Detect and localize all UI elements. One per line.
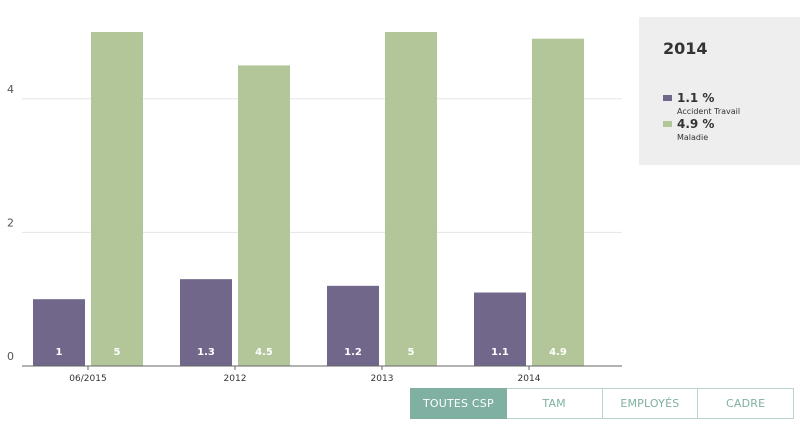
filter-toutes-csp-button[interactable]: TOUTES CSP xyxy=(410,388,507,419)
bar-series-2[interactable] xyxy=(238,65,290,367)
bar-value-label: 1.1 xyxy=(491,347,509,358)
legend-value: 1.1 % xyxy=(677,91,715,105)
y-tick-label: 4 xyxy=(7,83,14,96)
bar-value-label: 1.3 xyxy=(197,347,215,358)
legend-title: 2014 xyxy=(663,39,708,58)
x-tick-label: 2012 xyxy=(224,374,247,384)
bar-chart: 0 2 4 1 5 06/2015 1.3 4.5 2012 1.2 5 2013 1.1 4.9 201… xyxy=(7,32,622,384)
bar-series-2[interactable] xyxy=(91,32,143,366)
filter-tam-button[interactable]: TAM xyxy=(506,388,603,419)
y-tick-label: 2 xyxy=(7,216,14,229)
bar-series-2[interactable] xyxy=(385,32,437,366)
x-tick-label: 2014 xyxy=(518,374,541,384)
bar-series-1[interactable] xyxy=(474,292,526,366)
legend-swatch xyxy=(663,95,672,101)
bar-series-2[interactable] xyxy=(532,38,584,367)
bar-series-1[interactable] xyxy=(180,279,232,366)
legend-value: 4.9 % xyxy=(677,117,715,131)
csp-filter-bar: TOUTES CSP TAM EMPLOYÉS CADRE xyxy=(410,388,794,419)
bar-series-1[interactable] xyxy=(327,285,379,366)
bar-value-label: 4.9 xyxy=(549,347,567,358)
bar-value-label: 1.2 xyxy=(344,347,362,358)
legend-name: Accident Travail xyxy=(677,107,741,116)
filter-employes-button[interactable]: EMPLOYÉS xyxy=(602,388,699,419)
y-tick-label: 0 xyxy=(7,350,14,363)
bar-value-label: 1 xyxy=(56,347,63,358)
bar-value-label: 5 xyxy=(408,347,415,358)
filter-cadre-button[interactable]: CADRE xyxy=(698,388,794,419)
x-tick-label: 06/2015 xyxy=(69,374,106,384)
bar-value-label: 5 xyxy=(114,347,121,358)
bar-series-1[interactable] xyxy=(33,299,85,366)
x-tick-label: 2013 xyxy=(371,374,394,384)
legend-name: Maladie xyxy=(677,133,709,142)
legend-swatch xyxy=(663,121,672,127)
bar-value-label: 4.5 xyxy=(255,347,273,358)
legend-panel: 2014 1.1 % Accident Travail 4.9 % Maladi… xyxy=(639,17,800,165)
